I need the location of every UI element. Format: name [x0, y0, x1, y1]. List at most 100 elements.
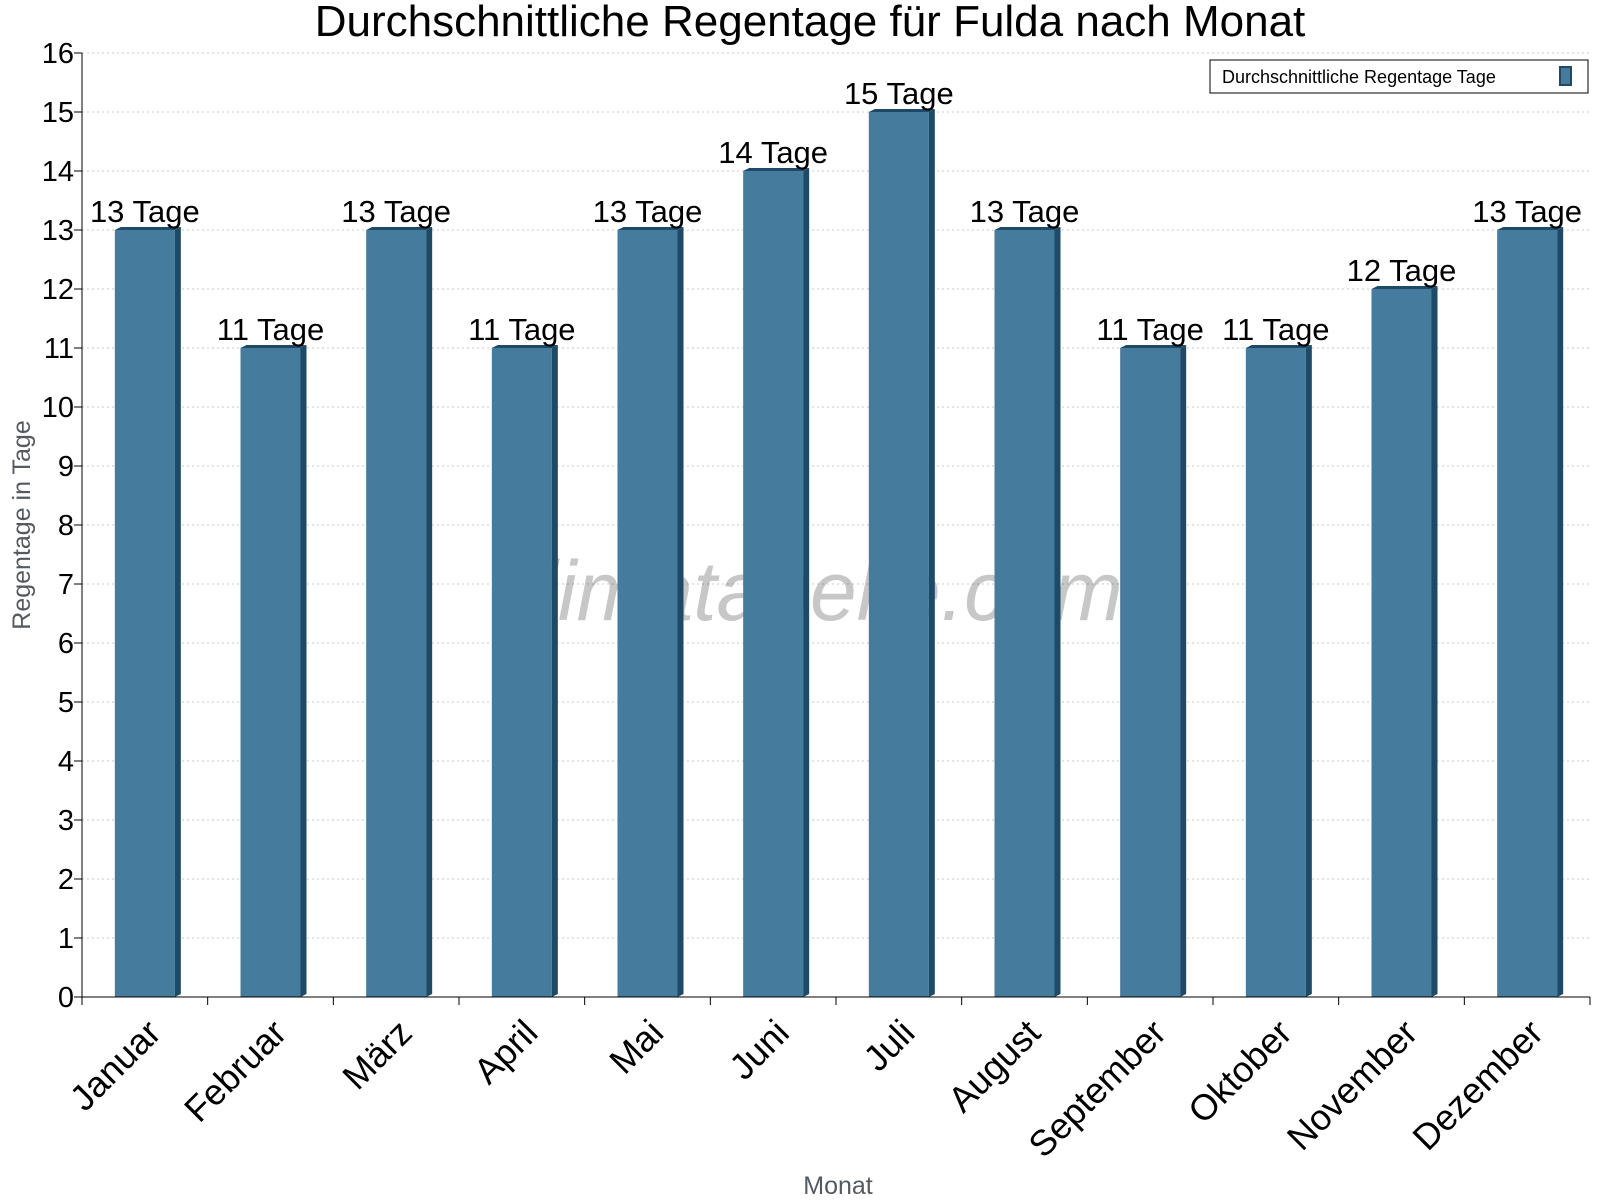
bar-face	[617, 230, 678, 997]
x-tick-label: November	[1279, 1012, 1425, 1158]
y-tick-label: 4	[58, 746, 74, 778]
bar-side	[1431, 286, 1438, 997]
bar-side	[1305, 345, 1312, 997]
x-tick-label: August	[940, 1012, 1048, 1120]
bar-top	[1120, 345, 1187, 348]
legend-series-name: Durchschnittliche Regentage Tage	[1222, 67, 1496, 87]
bar-februar	[240, 345, 307, 997]
y-tick-label: 16	[42, 38, 74, 70]
bar-november	[1371, 286, 1438, 997]
bar-dezember	[1497, 227, 1564, 997]
bar-mai	[617, 227, 684, 997]
bar-juli	[868, 109, 935, 997]
bar-top	[743, 168, 810, 171]
x-tick-label: Januar	[62, 1012, 169, 1119]
bar-side	[551, 345, 558, 997]
bar-april	[491, 345, 558, 997]
data-label-layer: 13 Tage 11 Tage 13 Tage 11 Tage 13 Tage 14 Ta…	[90, 76, 1582, 347]
bar-top	[114, 227, 181, 230]
data-label: 11 Tage	[468, 312, 575, 347]
bar-face	[1120, 348, 1181, 997]
legend: Durchschnittliche Regentage Tage	[1209, 59, 1589, 94]
y-tick-label: 14	[42, 156, 74, 188]
y-tick-label: 13	[42, 215, 74, 247]
x-tick-label: März	[334, 1012, 420, 1098]
y-tick-label: 15	[42, 97, 74, 129]
chart-title: Durchschnittliche Regentage für Fulda na…	[315, 0, 1306, 46]
x-tick-label: Juli	[855, 1012, 922, 1079]
bar-juni	[743, 168, 810, 997]
data-label: 13 Tage	[1472, 194, 1582, 229]
data-label: 13 Tage	[593, 194, 703, 229]
y-tick-label: 3	[58, 805, 74, 837]
bar-top	[1497, 227, 1564, 230]
bar-januar	[114, 227, 181, 997]
bar-oktober	[1245, 345, 1312, 997]
bar-top	[240, 345, 307, 348]
bar-face	[994, 230, 1055, 997]
x-tick-label: April	[466, 1012, 546, 1092]
legend-swatch	[1559, 66, 1572, 86]
data-label: 12 Tage	[1347, 253, 1457, 288]
data-label: 14 Tage	[718, 135, 828, 170]
bar-august	[994, 227, 1061, 997]
bar-side	[300, 345, 307, 997]
grid-layer	[82, 52, 1590, 939]
data-label: 15 Tage	[844, 76, 954, 111]
data-label: 11 Tage	[217, 312, 324, 347]
bar-side	[1054, 227, 1061, 997]
bar-face	[1371, 289, 1432, 997]
bar-top	[366, 227, 433, 230]
data-label: 11 Tage	[1222, 312, 1329, 347]
bar-side	[1180, 345, 1187, 997]
y-axis-title: Regentage in Tage	[8, 420, 36, 629]
x-tick-label: Dezember	[1404, 1012, 1550, 1158]
bar-layer	[114, 109, 1564, 997]
data-label: 13 Tage	[90, 194, 200, 229]
y-tick-label: 11	[44, 333, 74, 365]
bar-side	[1557, 227, 1564, 997]
data-label: 11 Tage	[1096, 312, 1203, 347]
x-tick-label: September	[1020, 1012, 1174, 1166]
y-tick-label: 12	[42, 274, 74, 306]
y-tick-label: 6	[58, 628, 74, 660]
x-tick-label: Mai	[601, 1012, 671, 1082]
y-tick-label: 0	[58, 982, 74, 1014]
y-tick-label: 5	[58, 687, 74, 719]
x-tick-label: Juni	[721, 1012, 797, 1088]
bar-märz	[366, 227, 433, 997]
bar-face	[868, 112, 929, 997]
bar-side	[174, 227, 181, 997]
y-tick-label: 2	[58, 864, 74, 896]
bar-top	[491, 345, 558, 348]
y-tick-label: 9	[58, 451, 74, 483]
y-tick-label: 1	[58, 923, 74, 955]
bar-side	[803, 168, 810, 997]
x-tick-label: Februar	[176, 1012, 294, 1130]
bar-top	[1371, 286, 1438, 289]
y-tick-label: 8	[58, 510, 74, 542]
bar-face	[366, 230, 427, 997]
bar-top	[868, 109, 935, 112]
x-tick-label: Oktober	[1180, 1012, 1300, 1132]
y-tick-label: 7	[58, 569, 74, 601]
data-label: 13 Tage	[341, 194, 451, 229]
bar-face	[240, 348, 301, 997]
bar-september	[1120, 345, 1187, 997]
legend-box	[1209, 59, 1589, 94]
data-label: 13 Tage	[970, 194, 1080, 229]
bar-top	[994, 227, 1061, 230]
bar-face	[743, 171, 804, 997]
bar-side	[426, 227, 433, 997]
bar-top	[617, 227, 684, 230]
y-tick-label: 10	[42, 392, 74, 424]
bar-side	[677, 227, 684, 997]
bar-side	[928, 109, 935, 997]
bar-face	[1245, 348, 1306, 997]
bar-face	[491, 348, 552, 997]
bar-top	[1245, 345, 1312, 348]
bar-face	[1497, 230, 1558, 997]
x-axis-title: Monat	[803, 1172, 873, 1200]
